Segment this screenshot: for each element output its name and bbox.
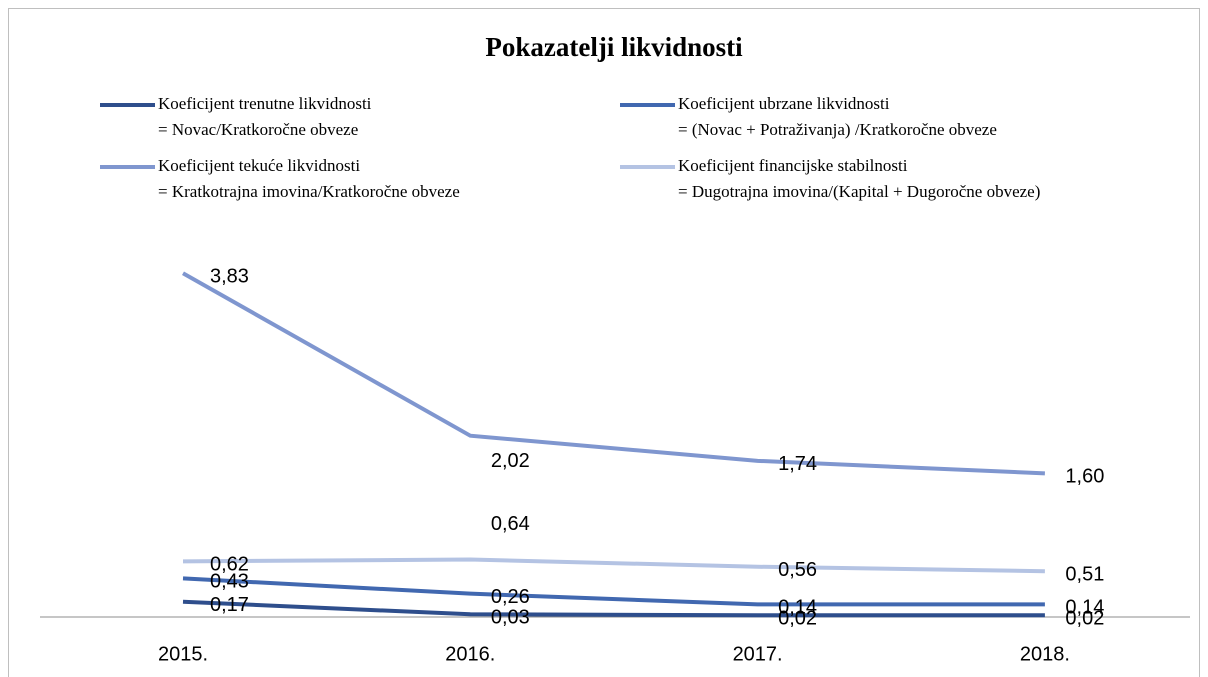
legend-label: Koeficijent tekuće likvidnosti (158, 156, 360, 175)
data-label: 3,83 (210, 266, 249, 288)
legend-label: Koeficijent trenutne likvidnosti (158, 94, 372, 113)
series-line (182, 271, 1045, 476)
data-label: 0,14 (1065, 597, 1104, 619)
x-tick-label: 2016. (445, 643, 495, 665)
data-label: 0,14 (778, 597, 817, 619)
x-tick-label: 2018. (1020, 643, 1070, 665)
legend-formula: = Novac/Kratkoročne obveze (158, 120, 358, 139)
x-tick-label: 2015. (158, 643, 208, 665)
data-label: 0,51 (1065, 564, 1104, 586)
data-label: 1,60 (1065, 466, 1104, 488)
data-label: 0,62 (210, 554, 249, 576)
data-label: 0,56 (778, 559, 817, 581)
legend-formula: = (Novac + Potraživanja) /Kratkoročne ob… (678, 120, 997, 139)
data-label: 1,74 (778, 453, 817, 475)
chart-title: Pokazatelji likvidnosti (485, 32, 743, 62)
x-tick-label: 2017. (733, 643, 783, 665)
legend-label: Koeficijent financijske stabilnosti (678, 156, 908, 175)
series-line (182, 599, 1045, 618)
legend-label: Koeficijent ubrzane likvidnosti (678, 94, 890, 113)
series-line (182, 557, 1045, 574)
data-label: 0,02 (1065, 607, 1104, 629)
data-label: 0,17 (210, 594, 249, 616)
data-label: 2,02 (491, 450, 530, 472)
legend-formula: = Dugotrajna imovina/(Kapital + Dugoročn… (678, 182, 1040, 201)
data-label: 0,03 (491, 607, 530, 629)
data-label: 0,02 (778, 607, 817, 629)
chart-frame (8, 8, 1200, 677)
legend-formula: = Kratkotrajna imovina/Kratkoročne obvez… (158, 182, 460, 201)
data-label: 0,43 (210, 571, 249, 593)
series-line (182, 576, 1045, 607)
data-label: 0,64 (491, 513, 530, 535)
data-label: 0,26 (491, 586, 530, 608)
